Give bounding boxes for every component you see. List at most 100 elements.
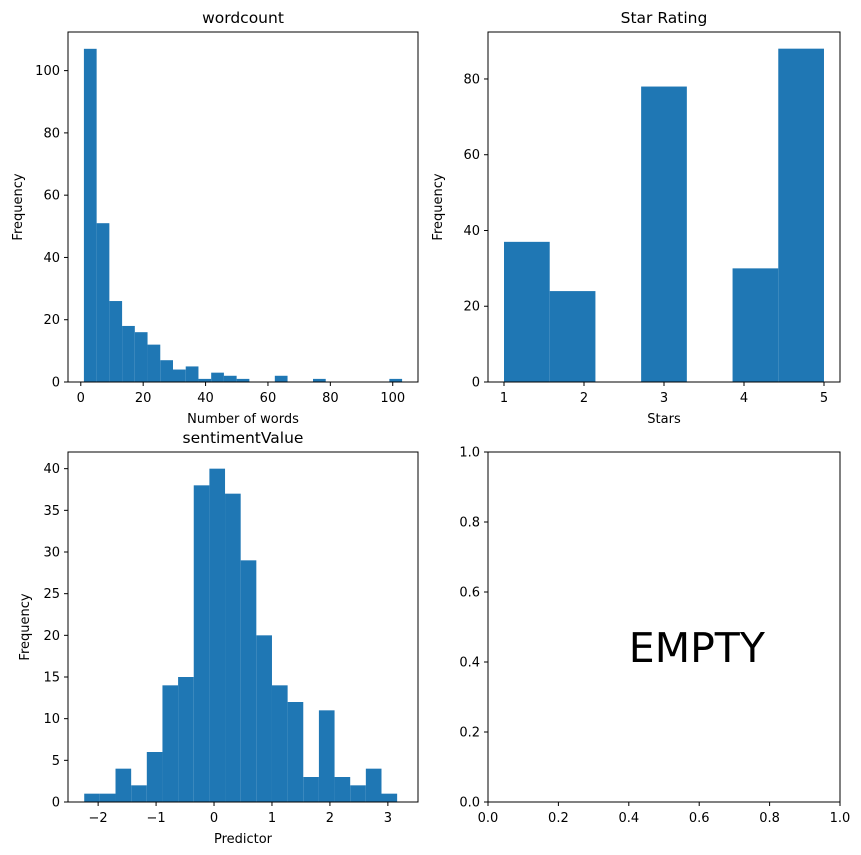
y-tick-label: 1.0	[459, 446, 480, 461]
x-tick-label: 0.6	[689, 811, 710, 826]
x-tick-label: 60	[260, 391, 277, 406]
histogram-bar	[274, 375, 288, 382]
x-tick-label: 1	[268, 811, 276, 826]
y-tick-label: 0.8	[459, 516, 480, 531]
y-axis-label: Frequency	[431, 173, 446, 240]
y-tick-label: 80	[43, 126, 60, 141]
histogram-bar	[131, 785, 147, 802]
x-tick-label: 3	[384, 811, 392, 826]
histogram-bar	[271, 685, 288, 802]
histogram-bar	[146, 752, 163, 802]
y-tick-label: 40	[43, 251, 60, 266]
y-tick-label: 0	[472, 376, 480, 391]
histogram-bar	[318, 710, 335, 802]
histogram-bar	[389, 378, 403, 382]
x-tick-label: 0.4	[618, 811, 639, 826]
subplot-3: −2 −1 0 1 2 30510152025303540sentimentValuePr…	[18, 429, 419, 847]
histogram-bar	[223, 375, 237, 382]
subplot-2: 1 2 3 4 5 0 20 40 60 80 Star Rating Stars Frequency	[431, 9, 841, 427]
x-tick-label: −2	[89, 811, 108, 826]
histogram-bar	[209, 468, 226, 802]
x-tick-label: 0	[77, 391, 85, 406]
x-axis-label: Number of words	[187, 412, 299, 427]
y-tick-label: 20	[463, 300, 480, 315]
y-tick-label: 60	[43, 189, 60, 204]
x-tick-label: 1.0	[830, 811, 851, 826]
histogram-bar	[173, 369, 186, 382]
histogram-bar	[365, 768, 382, 802]
histogram-bar	[778, 48, 824, 383]
axes-frame	[67, 31, 419, 383]
y-tick-label: 5	[52, 754, 60, 769]
x-tick-label: 0.8	[759, 811, 780, 826]
x-tick-label: 40	[197, 391, 214, 406]
x-tick-label: 3	[660, 391, 668, 406]
x-tick-label: 80	[322, 391, 339, 406]
histogram-bar	[134, 332, 148, 382]
y-tick-label: 20	[43, 313, 60, 328]
histogram-bar	[84, 793, 100, 802]
x-tick-label: 5	[820, 391, 828, 406]
x-axis-label: Stars	[647, 412, 681, 427]
histogram-bar	[211, 372, 224, 382]
x-tick-label: 0.0	[478, 811, 499, 826]
histogram-bar	[109, 301, 123, 382]
y-tick-label: 0.0	[459, 796, 480, 811]
y-tick-label: 0	[52, 796, 60, 811]
x-tick-label: 2	[326, 811, 334, 826]
histogram-bar	[160, 360, 173, 382]
histogram-bar	[193, 485, 210, 802]
histogram-bar	[504, 241, 550, 382]
histogram-bar	[240, 560, 257, 802]
histogram-bar	[549, 291, 596, 382]
y-tick-label: 0	[52, 376, 60, 391]
histogram-bar	[178, 677, 194, 802]
axes-frame	[487, 451, 841, 803]
x-tick-label: 4	[740, 391, 748, 406]
histogram-bar	[185, 366, 199, 382]
histogram-bar	[641, 86, 687, 382]
y-tick-label: 40	[463, 224, 480, 239]
histogram-bar	[198, 378, 212, 382]
histogram-bar	[236, 378, 250, 382]
histogram-bar	[287, 702, 304, 802]
y-tick-label: 60	[463, 148, 480, 163]
histogram-bar	[256, 635, 272, 802]
x-axis-label: Predictor	[214, 832, 273, 847]
y-tick-label: 0.2	[459, 726, 480, 741]
histogram-bar	[115, 768, 132, 802]
histogram-bar	[313, 378, 326, 382]
y-tick-label: 0.4	[459, 656, 480, 671]
axes-frame	[67, 451, 419, 803]
histogram-bar	[83, 48, 97, 383]
x-tick-label: 1	[500, 391, 508, 406]
y-tick-label: 30	[43, 546, 60, 561]
histogram-bar	[303, 777, 319, 802]
chart-title: Star Rating	[621, 9, 708, 27]
y-tick-label: 35	[43, 504, 60, 519]
histogram-bar	[162, 685, 179, 802]
y-tick-label: 20	[43, 629, 60, 644]
histogram-bar	[334, 777, 351, 802]
y-axis-label: Frequency	[11, 173, 26, 240]
histogram-bar	[225, 493, 241, 802]
histogram-bar	[122, 325, 135, 382]
y-tick-label: 10	[43, 712, 60, 727]
chart-title: wordcount	[202, 9, 284, 27]
y-tick-label: 0.6	[459, 586, 480, 601]
x-tick-label: −1	[146, 811, 165, 826]
subplot-1: 0 20 40 60 80 100 0 20 40 60 80 100 wordcount Number …	[11, 9, 419, 427]
chart-title: sentimentValue	[183, 429, 304, 447]
histogram-bar	[147, 344, 161, 382]
x-tick-label: 0.2	[548, 811, 569, 826]
subplot-4: EMPTY 0.0 0.2 0.4 0.6 0.8 1.0 0.0 0.2 0.4 0.6 0.8 1.…	[459, 446, 850, 827]
y-tick-label: 25	[43, 587, 60, 602]
y-tick-label: 40	[43, 462, 60, 477]
x-tick-label: 20	[135, 391, 152, 406]
histogram-bar	[350, 785, 366, 802]
y-axis-label: Frequency	[18, 593, 33, 660]
x-tick-label: 2	[580, 391, 588, 406]
histogram-bar	[732, 268, 779, 382]
histogram-bar	[381, 793, 398, 802]
